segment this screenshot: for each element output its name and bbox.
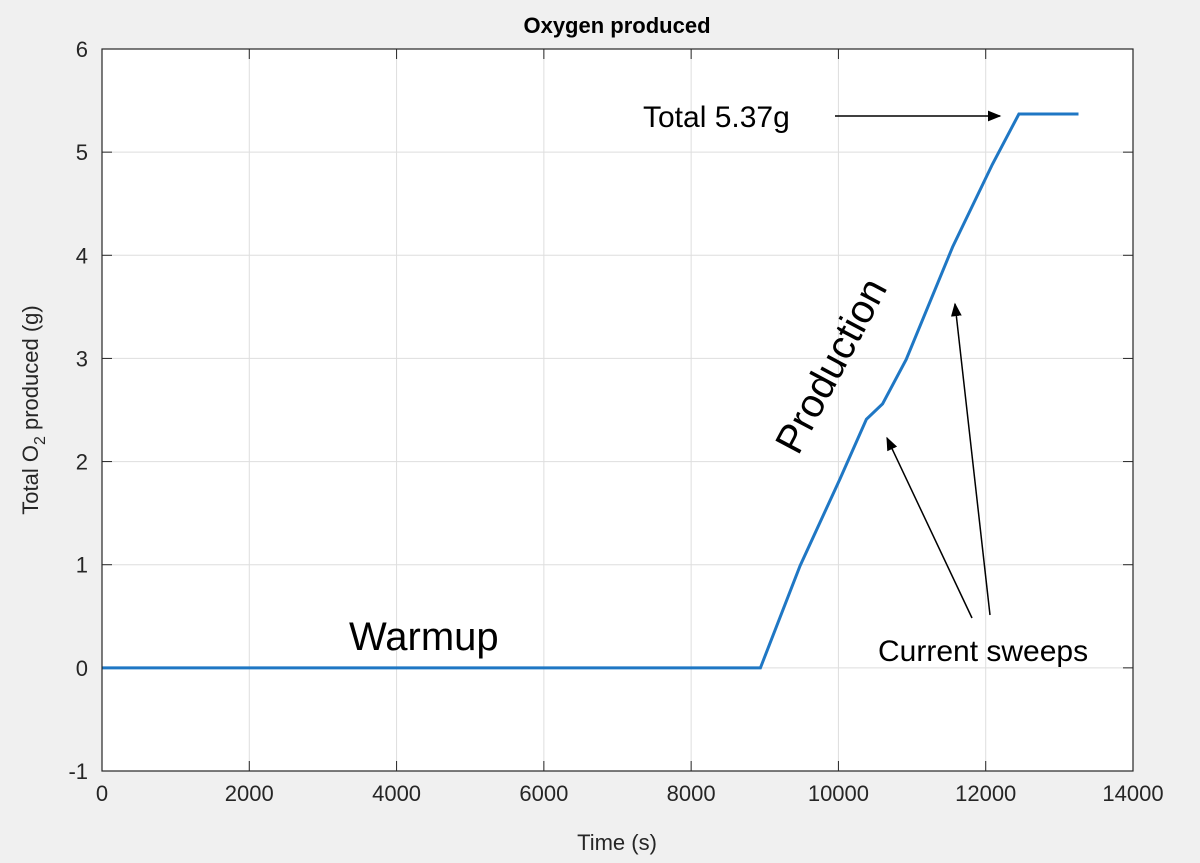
annotation-warmup: Warmup bbox=[349, 615, 499, 659]
y-tick-label: -1 bbox=[68, 759, 88, 784]
sweep-arrow-2 bbox=[950, 302, 991, 616]
annotation-current-sweeps: Current sweeps bbox=[878, 635, 1088, 668]
y-tick-label: 6 bbox=[76, 37, 88, 62]
y-tick-label: 1 bbox=[76, 553, 88, 578]
y-tick-label: 0 bbox=[76, 656, 88, 681]
x-tick-label: 0 bbox=[96, 781, 108, 806]
series-line-oxygen bbox=[102, 112, 1079, 670]
annotation-total: Total 5.37g bbox=[643, 101, 790, 134]
x-tick-label: 6000 bbox=[519, 781, 568, 806]
sweep-arrow-1 bbox=[886, 436, 973, 619]
x-tick-label: 14000 bbox=[1102, 781, 1163, 806]
y-axis-label: Total O2 produced (g) bbox=[18, 305, 49, 514]
x-tick-label: 10000 bbox=[808, 781, 869, 806]
x-tick-label: 2000 bbox=[225, 781, 274, 806]
axes-box bbox=[101, 48, 1134, 772]
y-tick-label: 5 bbox=[76, 140, 88, 165]
x-tick-label: 8000 bbox=[667, 781, 716, 806]
y-tick-label: 2 bbox=[76, 450, 88, 475]
y-tick-label: 4 bbox=[76, 243, 88, 268]
plot-area bbox=[102, 49, 1133, 771]
x-tick-label: 4000 bbox=[372, 781, 421, 806]
chart-title: Oxygen produced bbox=[523, 13, 710, 38]
y-tick-label: 3 bbox=[76, 346, 88, 371]
x-tick-label: 12000 bbox=[955, 781, 1016, 806]
x-axis-label: Time (s) bbox=[577, 830, 657, 855]
